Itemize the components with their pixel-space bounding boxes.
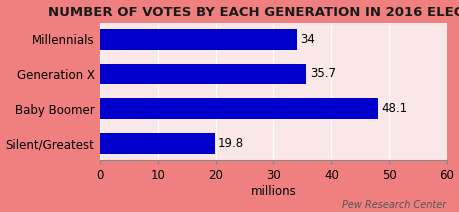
- Bar: [100, 133, 214, 154]
- Text: 48.1: 48.1: [381, 102, 407, 115]
- Bar: [100, 64, 306, 84]
- Title: NUMBER OF VOTES BY EACH GENERATION IN 2016 ELECTION: NUMBER OF VOTES BY EACH GENERATION IN 20…: [48, 6, 459, 19]
- Text: Pew Research Center: Pew Research Center: [341, 200, 445, 210]
- Text: 19.8: 19.8: [218, 137, 244, 150]
- Text: 35.7: 35.7: [309, 67, 335, 80]
- Bar: [100, 29, 296, 50]
- X-axis label: millions: millions: [250, 185, 296, 198]
- Bar: [100, 98, 377, 119]
- Text: 34: 34: [299, 33, 314, 46]
